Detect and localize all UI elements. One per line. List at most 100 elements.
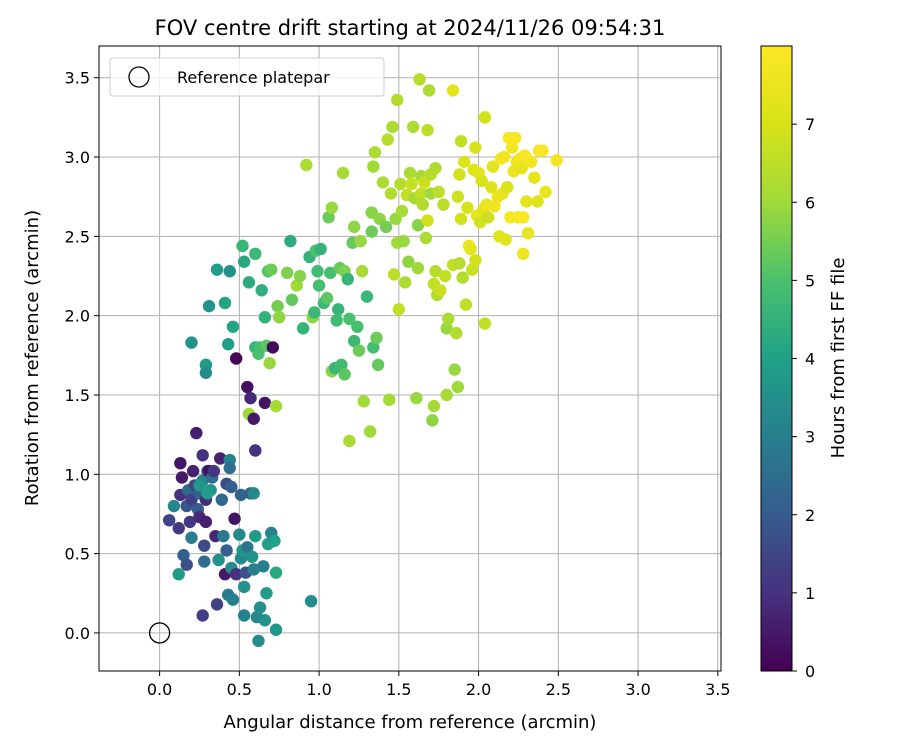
data-point <box>237 580 251 594</box>
data-point <box>199 515 213 529</box>
data-point <box>466 263 479 276</box>
data-point <box>395 204 409 218</box>
data-point <box>416 198 429 211</box>
data-point <box>505 141 519 154</box>
data-point <box>459 298 473 311</box>
data-point <box>406 120 420 134</box>
data-point <box>434 284 447 297</box>
data-point <box>293 269 307 283</box>
data-point <box>241 380 254 394</box>
data-point <box>357 395 370 408</box>
data-point <box>402 255 415 268</box>
data-point <box>252 634 265 648</box>
data-point <box>399 276 412 289</box>
data-point <box>245 550 259 563</box>
data-point <box>332 303 345 316</box>
data-point <box>199 366 213 379</box>
data-point <box>338 368 351 381</box>
x-tick-label: 2.5 <box>546 680 571 699</box>
data-point <box>257 560 270 573</box>
data-point <box>234 488 248 502</box>
data-point <box>304 595 318 608</box>
colorbar-tick-label: 2 <box>805 506 815 525</box>
data-point <box>263 357 276 370</box>
y-tick-label: 2.5 <box>65 227 90 246</box>
data-point <box>253 601 267 614</box>
data-point <box>360 290 374 303</box>
data-point <box>458 155 471 168</box>
x-tick-label: 0.5 <box>227 680 252 699</box>
plot-frame <box>98 45 722 672</box>
data-point <box>210 263 224 276</box>
data-point <box>352 344 366 357</box>
x-tick-label: 0.0 <box>147 680 172 699</box>
data-point <box>228 512 241 525</box>
data-point <box>367 341 380 354</box>
data-point <box>266 341 280 354</box>
data-point <box>258 396 272 410</box>
y-tick-label: 3.0 <box>65 148 90 167</box>
data-point <box>475 174 488 188</box>
data-point <box>363 425 377 438</box>
data-point <box>247 563 260 576</box>
data-point <box>296 322 310 335</box>
data-point <box>370 331 383 345</box>
data-point <box>419 231 433 245</box>
data-point <box>180 558 193 571</box>
data-point <box>226 593 240 606</box>
data-point <box>167 499 181 513</box>
data-point <box>174 456 187 470</box>
y-tick-label: 2.0 <box>65 307 90 326</box>
data-point <box>249 247 262 261</box>
data-point <box>515 161 528 175</box>
data-point <box>461 201 474 215</box>
data-point <box>347 334 361 348</box>
colorbar-tick-label: 4 <box>805 350 815 369</box>
data-point <box>260 587 273 600</box>
data-point <box>440 322 453 335</box>
data-point <box>528 171 541 184</box>
data-point <box>172 568 185 581</box>
data-point <box>432 185 445 199</box>
data-point <box>501 180 514 194</box>
data-point <box>325 201 339 215</box>
y-axis-label: Rotation from reference (arcmin) <box>22 210 43 506</box>
x-tick-label: 1.5 <box>386 680 411 699</box>
data-point <box>451 380 465 394</box>
data-point <box>308 306 321 319</box>
data-point <box>241 541 254 554</box>
data-point <box>386 120 399 134</box>
data-point <box>478 111 492 124</box>
data-point <box>242 276 256 289</box>
data-point <box>379 220 393 234</box>
data-point <box>202 299 216 313</box>
data-point <box>421 123 434 137</box>
data-point <box>247 487 260 500</box>
data-point <box>229 352 243 365</box>
data-point <box>265 263 278 276</box>
data-point <box>368 146 382 159</box>
data-point <box>440 388 453 402</box>
data-point <box>413 73 426 86</box>
data-point <box>478 317 492 330</box>
data-point <box>450 326 463 340</box>
data-point <box>422 84 436 97</box>
x-tick-label: 1.0 <box>306 680 331 699</box>
data-point <box>269 623 283 636</box>
data-point <box>405 177 418 191</box>
data-point <box>218 296 232 310</box>
data-point <box>354 234 367 248</box>
data-point <box>383 393 396 406</box>
colorbar-tick-label: 7 <box>805 115 815 134</box>
data-point <box>212 553 225 567</box>
data-point <box>520 195 533 208</box>
data-point <box>214 452 227 465</box>
colorbar: 0 1 2 3 4 5 6 7 Hours from first FF file <box>760 45 849 681</box>
data-point <box>403 166 417 180</box>
data-point <box>233 528 246 541</box>
colorbar-tick-label: 3 <box>805 428 815 447</box>
data-point <box>367 160 380 173</box>
data-point <box>207 464 221 478</box>
grid <box>99 46 721 671</box>
